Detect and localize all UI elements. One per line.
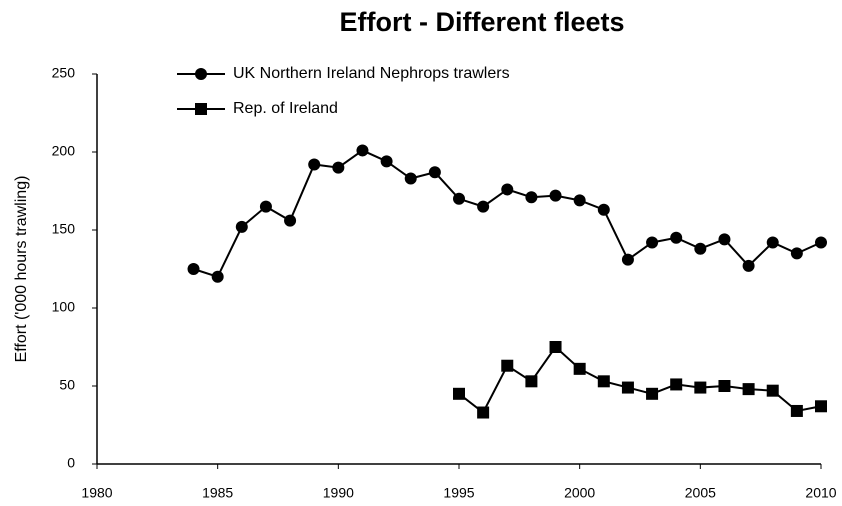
y-tick-label: 0	[67, 455, 75, 471]
x-tick-label: 2005	[685, 485, 716, 501]
marker	[501, 183, 514, 196]
legend-label: Rep. of Ireland	[233, 100, 338, 117]
marker	[670, 378, 683, 391]
marker	[718, 380, 731, 392]
marker	[742, 259, 755, 272]
marker	[380, 155, 393, 168]
y-tick-label: 50	[59, 377, 75, 393]
marker	[428, 166, 441, 179]
chart-title: Effort - Different fleets	[339, 7, 624, 37]
marker	[694, 381, 707, 394]
x-tick-label: 1980	[81, 485, 112, 501]
marker	[646, 387, 659, 400]
marker	[308, 158, 321, 171]
marker	[525, 375, 538, 388]
marker	[549, 341, 562, 353]
marker	[195, 68, 207, 80]
y-tick-label: 250	[52, 65, 76, 81]
marker	[573, 194, 586, 207]
marker	[766, 236, 779, 249]
x-tick-label: 2000	[564, 485, 595, 501]
marker	[694, 242, 707, 255]
y-tick-label: 150	[52, 221, 76, 237]
marker	[742, 383, 755, 396]
marker	[815, 400, 827, 413]
series-line	[458, 345, 822, 415]
marker	[718, 233, 731, 246]
x-tick-label: 1995	[443, 485, 474, 501]
marker	[195, 103, 207, 115]
x-tick-label: 1985	[202, 485, 233, 501]
marker	[477, 200, 490, 213]
marker	[766, 384, 779, 397]
y-tick-label: 100	[52, 299, 76, 315]
marker	[235, 220, 248, 233]
marker	[670, 231, 683, 244]
marker	[549, 189, 562, 202]
marker	[284, 214, 297, 227]
marker	[597, 203, 610, 216]
marker	[621, 253, 634, 266]
marker	[187, 263, 200, 275]
marker	[790, 404, 803, 417]
marker	[404, 172, 417, 185]
marker	[573, 362, 586, 375]
x-tick-label: 2010	[805, 485, 836, 501]
marker	[621, 381, 634, 394]
marker	[815, 236, 827, 249]
x-tick-label: 1990	[323, 485, 354, 501]
marker	[211, 270, 224, 283]
marker	[790, 247, 803, 260]
y-axis-label: Effort ('000 hours trawling)	[13, 176, 30, 363]
marker	[597, 375, 610, 388]
series-line	[193, 149, 822, 279]
y-tick-label: 200	[52, 143, 76, 159]
marker	[525, 191, 538, 204]
marker	[477, 406, 490, 419]
marker	[453, 387, 465, 400]
marker	[501, 359, 514, 372]
marker	[453, 192, 465, 205]
marker	[646, 236, 659, 249]
marker	[259, 200, 272, 213]
marker	[332, 161, 345, 174]
marker	[356, 144, 369, 157]
legend-label: UK Northern Ireland Nephrops trawlers	[233, 65, 510, 82]
